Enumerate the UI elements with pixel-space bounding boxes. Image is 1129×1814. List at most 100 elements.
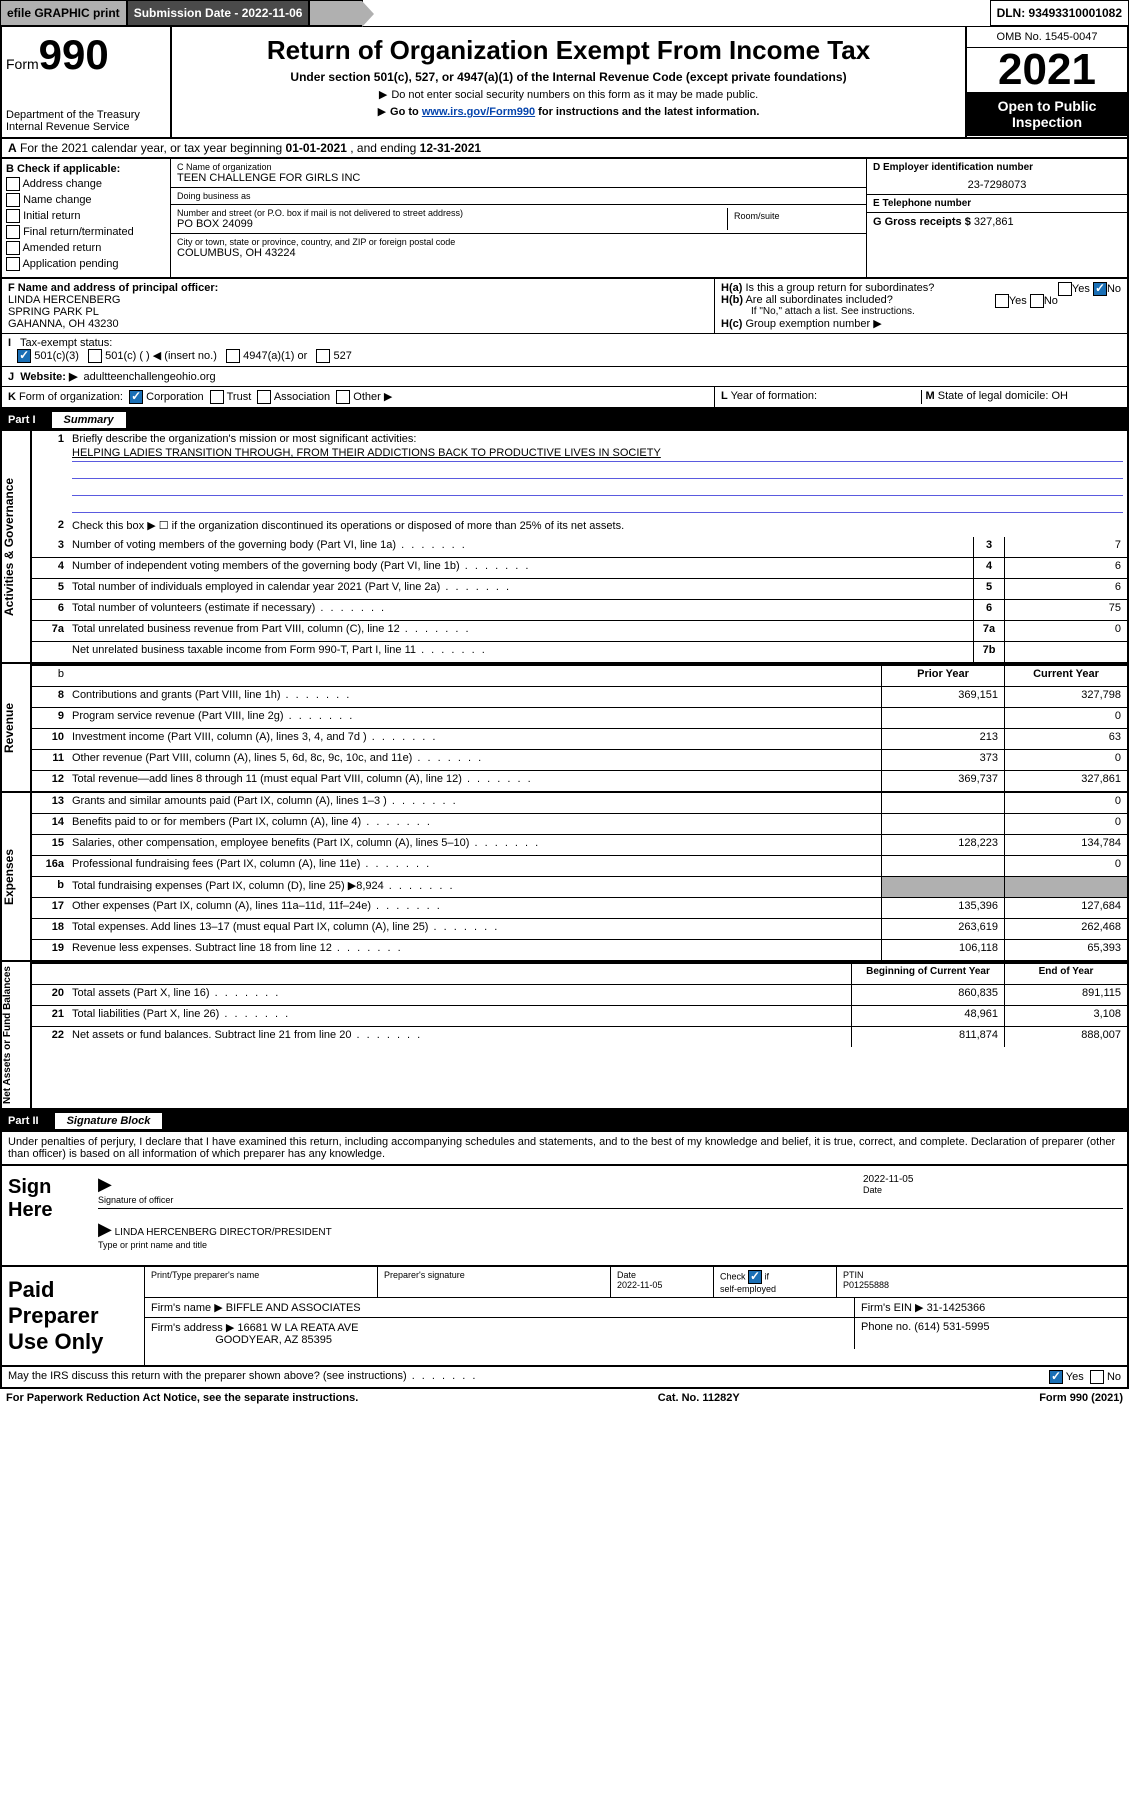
header-left: Form990 Department of the Treasury Inter… [2, 27, 172, 137]
side-label-revenue: Revenue [2, 664, 32, 791]
submission-date: Submission Date - 2022-11-06 [127, 0, 310, 26]
row-current: 0 [1004, 814, 1127, 834]
row-begin: 811,874 [851, 1027, 1004, 1047]
row-a-mid: , and ending [350, 141, 419, 155]
gross-label: G Gross receipts $ [873, 216, 971, 228]
row-desc: Contributions and grants (Part VIII, lin… [68, 687, 881, 707]
row-prior: 213 [881, 729, 1004, 749]
side-label-net-assets: Net Assets or Fund Balances [2, 962, 32, 1108]
tax-status: I Tax-exempt status: 501(c)(3) 501(c) ( … [2, 334, 715, 366]
note-link: Go to www.irs.gov/Form990 for instructio… [180, 105, 957, 118]
website-url: adultteenchallengeohio.org [84, 371, 216, 383]
end-year-header: End of Year [1004, 964, 1127, 984]
line1-num: 1 [32, 431, 68, 517]
street-label: Number and street (or P.O. box if mail i… [177, 208, 727, 218]
row-num: 5 [32, 579, 68, 599]
row-desc: Total fundraising expenses (Part IX, col… [68, 877, 881, 897]
dba-label: Doing business as [177, 191, 860, 201]
chk-amended-return: Amended return [6, 241, 166, 255]
firm-phone-cell: Phone no. (614) 531-5995 [855, 1318, 1127, 1349]
row-current: 127,684 [1004, 898, 1127, 918]
tax-status-text: Tax-exempt status: [20, 337, 112, 349]
row-num: 19 [32, 940, 68, 960]
table-row: 10 Investment income (Part VIII, column … [32, 729, 1127, 750]
table-row: 14 Benefits paid to or for members (Part… [32, 814, 1127, 835]
ha-question: Is this a group return for subordinates? [745, 282, 934, 294]
prep-body: Print/Type preparer's name Preparer's si… [145, 1267, 1127, 1365]
part2-header: Part II Signature Block [0, 1110, 1129, 1132]
row-desc: Total assets (Part X, line 16) [68, 985, 851, 1005]
street-value: PO BOX 24099 [177, 218, 727, 230]
net-assets-body: Beginning of Current Year End of Year 20… [32, 962, 1127, 1108]
opt-trust: Trust [227, 391, 252, 403]
officer-info: F Name and address of principal officer:… [2, 279, 714, 333]
row-prior: 373 [881, 750, 1004, 770]
tax-year: 2021 [967, 48, 1127, 92]
group-return-info: H(a) Is this a group return for subordin… [714, 279, 1127, 333]
note-ssn: Do not enter social security numbers on … [180, 88, 957, 101]
year-formation-text: Year of formation: [731, 390, 817, 402]
row-desc: Total expenses. Add lines 13–17 (must eq… [68, 919, 881, 939]
expenses-section: Expenses 13 Grants and similar amounts p… [0, 793, 1129, 962]
row-num: 17 [32, 898, 68, 918]
begin-date: 01-01-2021 [286, 141, 347, 155]
officer-row: F Name and address of principal officer:… [2, 279, 1127, 334]
city-value: COLUMBUS, OH 43224 [177, 247, 860, 259]
row-prior [881, 708, 1004, 728]
row-current: 0 [1004, 856, 1127, 876]
discuss-row: May the IRS discuss this return with the… [0, 1367, 1129, 1389]
irs-link[interactable]: www.irs.gov/Form990 [422, 106, 535, 118]
row-num: 11 [32, 750, 68, 770]
row-prior: 106,118 [881, 940, 1004, 960]
hb-no: No [1044, 295, 1058, 307]
row-current: 0 [1004, 793, 1127, 813]
row-num: 18 [32, 919, 68, 939]
room-suite: Room/suite [728, 208, 860, 230]
formation-domicile: L Year of formation: M State of legal do… [714, 387, 1127, 407]
domicile-text: State of legal domicile: [938, 390, 1049, 402]
row-box: 7a [973, 621, 1004, 641]
dept-label: Department of the Treasury [6, 109, 166, 121]
ha-label: H(a) [721, 282, 742, 294]
part2-num: Part II [8, 1115, 39, 1127]
header-center: Return of Organization Exempt From Incom… [172, 27, 965, 137]
opt-4947: 4947(a)(1) or [243, 350, 307, 362]
col-header-row: b Prior Year Current Year [32, 664, 1127, 687]
row-current: 327,861 [1004, 771, 1127, 791]
row-a-label: A [8, 141, 17, 155]
chk-initial-return: Initial return [6, 209, 166, 223]
mission-blank2 [72, 481, 1123, 496]
row-desc: Total unrelated business revenue from Pa… [68, 621, 973, 641]
row-prior: 263,619 [881, 919, 1004, 939]
row-current: 327,798 [1004, 687, 1127, 707]
sig-officer-label: Signature of officer [98, 1195, 173, 1205]
row-desc: Grants and similar amounts paid (Part IX… [68, 793, 881, 813]
row-desc: Program service revenue (Part VIII, line… [68, 708, 881, 728]
sign-here-label: Sign Here [2, 1166, 94, 1265]
row-desc: Other revenue (Part VIII, column (A), li… [68, 750, 881, 770]
f-label: F Name and address of principal officer: [8, 282, 218, 294]
row-current: 134,784 [1004, 835, 1127, 855]
tax-status-row: I Tax-exempt status: 501(c)(3) 501(c) ( … [2, 334, 1127, 367]
row-val: 7 [1004, 537, 1127, 557]
row-prior [881, 877, 1004, 897]
row-desc: Total number of volunteers (estimate if … [68, 600, 973, 620]
row-current: 262,468 [1004, 919, 1127, 939]
row-num [32, 642, 68, 662]
row-a-pre: For the 2021 calendar year, or tax year … [20, 141, 286, 155]
firm-name-cell: Firm's name ▶ BIFFLE AND ASSOCIATES [145, 1298, 855, 1317]
row-val [1004, 642, 1127, 662]
part1-num: Part I [8, 414, 36, 426]
sig-name-label: Type or print name and title [98, 1240, 207, 1250]
row-prior [881, 814, 1004, 834]
table-row: 4 Number of independent voting members o… [32, 558, 1127, 579]
sig-date-label: Date [863, 1185, 882, 1195]
governance-section: Activities & Governance 1 Briefly descri… [0, 431, 1129, 664]
hb-question: Are all subordinates included? [745, 294, 892, 306]
phone-cell: E Telephone number [867, 195, 1127, 213]
table-row: 21 Total liabilities (Part X, line 26) 4… [32, 1006, 1127, 1027]
asset-header-blank [68, 964, 851, 984]
top-bar: efile GRAPHIC print Submission Date - 20… [0, 0, 1129, 26]
col-b-checkboxes: B Check if applicable: Address change Na… [2, 159, 171, 277]
form-org-cell: K Form of organization: Corporation Trus… [2, 387, 714, 407]
